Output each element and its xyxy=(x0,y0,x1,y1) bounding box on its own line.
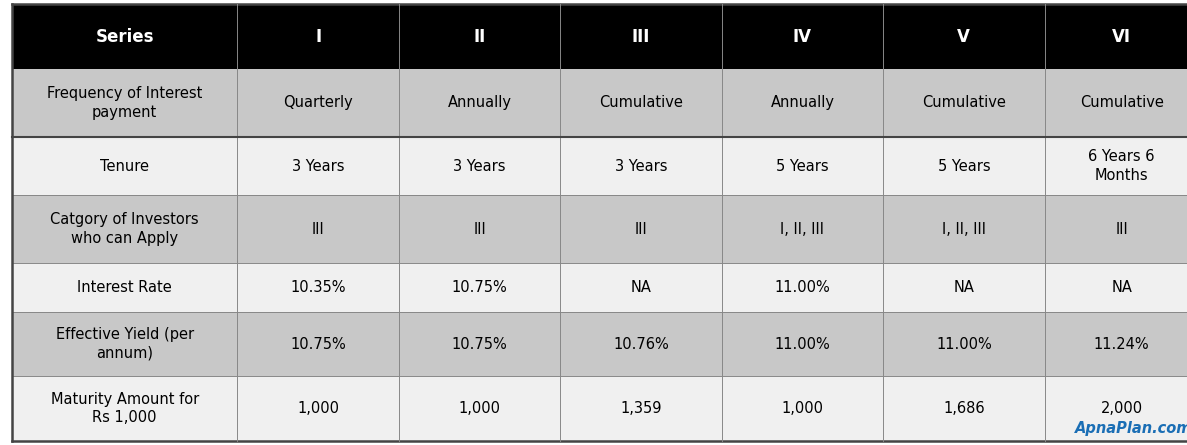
Bar xyxy=(399,312,560,376)
Text: V: V xyxy=(958,28,970,46)
Bar xyxy=(399,4,560,69)
Bar xyxy=(237,312,399,376)
Text: 1,000: 1,000 xyxy=(297,401,339,416)
Bar xyxy=(399,69,560,137)
Text: 1,686: 1,686 xyxy=(942,401,985,416)
Text: III: III xyxy=(312,222,324,237)
Text: 5 Years: 5 Years xyxy=(776,158,829,174)
Text: Cumulative: Cumulative xyxy=(922,95,1005,110)
Text: 11.00%: 11.00% xyxy=(937,337,991,352)
Bar xyxy=(399,137,560,195)
Text: III: III xyxy=(631,28,650,46)
Text: 11.00%: 11.00% xyxy=(775,280,830,295)
Bar xyxy=(883,137,1045,195)
Text: Annually: Annually xyxy=(447,95,512,110)
Bar xyxy=(12,312,237,376)
Bar xyxy=(399,195,560,263)
Text: Frequency of Interest
payment: Frequency of Interest payment xyxy=(47,86,202,120)
Bar xyxy=(722,69,883,137)
Text: 10.76%: 10.76% xyxy=(614,337,668,352)
Bar xyxy=(1045,376,1187,441)
Text: Cumulative: Cumulative xyxy=(599,95,683,110)
Text: Interest Rate: Interest Rate xyxy=(77,280,172,295)
Bar xyxy=(560,376,722,441)
Bar xyxy=(1045,312,1187,376)
Text: 3 Years: 3 Years xyxy=(292,158,344,174)
Text: Series: Series xyxy=(95,28,154,46)
Bar xyxy=(12,263,237,312)
Bar xyxy=(883,4,1045,69)
Bar xyxy=(883,312,1045,376)
Text: 1,000: 1,000 xyxy=(781,401,824,416)
Bar xyxy=(1045,4,1187,69)
Text: I, II, III: I, II, III xyxy=(941,222,986,237)
Text: III: III xyxy=(474,222,485,237)
Text: Tenure: Tenure xyxy=(100,158,150,174)
Bar xyxy=(883,195,1045,263)
Text: 10.75%: 10.75% xyxy=(291,337,345,352)
Text: II: II xyxy=(474,28,485,46)
Bar xyxy=(1045,195,1187,263)
Text: VI: VI xyxy=(1112,28,1131,46)
Bar xyxy=(1045,69,1187,137)
Bar xyxy=(560,312,722,376)
Bar xyxy=(237,4,399,69)
Bar xyxy=(722,376,883,441)
Bar xyxy=(399,263,560,312)
Text: 1,000: 1,000 xyxy=(458,401,501,416)
Bar xyxy=(1045,263,1187,312)
Bar xyxy=(560,137,722,195)
Bar xyxy=(399,376,560,441)
Bar xyxy=(722,263,883,312)
Text: I: I xyxy=(315,28,322,46)
Bar xyxy=(12,376,237,441)
Bar xyxy=(12,195,237,263)
Text: Cumulative: Cumulative xyxy=(1080,95,1163,110)
Bar xyxy=(560,263,722,312)
Bar xyxy=(12,4,237,69)
Bar xyxy=(883,69,1045,137)
Text: 6 Years 6
Months: 6 Years 6 Months xyxy=(1088,149,1155,183)
Bar xyxy=(560,69,722,137)
Text: 3 Years: 3 Years xyxy=(453,158,506,174)
Text: ApnaPlan.com: ApnaPlan.com xyxy=(1075,421,1187,436)
Bar xyxy=(1045,137,1187,195)
Text: III: III xyxy=(1116,222,1128,237)
Text: Maturity Amount for
Rs 1,000: Maturity Amount for Rs 1,000 xyxy=(51,392,198,425)
Text: Annually: Annually xyxy=(770,95,834,110)
Bar xyxy=(237,195,399,263)
Bar xyxy=(722,137,883,195)
Text: 1,359: 1,359 xyxy=(621,401,661,416)
Text: 11.00%: 11.00% xyxy=(775,337,830,352)
Text: Quarterly: Quarterly xyxy=(284,95,353,110)
Bar xyxy=(722,4,883,69)
Bar xyxy=(883,263,1045,312)
Bar xyxy=(12,69,237,137)
Text: III: III xyxy=(635,222,647,237)
Bar xyxy=(237,137,399,195)
Bar xyxy=(237,69,399,137)
Bar xyxy=(237,376,399,441)
Text: Catgory of Investors
who can Apply: Catgory of Investors who can Apply xyxy=(50,212,199,246)
Text: 10.35%: 10.35% xyxy=(291,280,345,295)
Text: 3 Years: 3 Years xyxy=(615,158,667,174)
Bar xyxy=(722,195,883,263)
Text: 2,000: 2,000 xyxy=(1100,401,1143,416)
Text: 5 Years: 5 Years xyxy=(938,158,990,174)
Bar xyxy=(883,376,1045,441)
Bar xyxy=(12,137,237,195)
Text: NA: NA xyxy=(953,280,975,295)
Text: 10.75%: 10.75% xyxy=(452,280,507,295)
Text: IV: IV xyxy=(793,28,812,46)
Text: Effective Yield (per
annum): Effective Yield (per annum) xyxy=(56,328,193,361)
Text: NA: NA xyxy=(1111,280,1132,295)
Bar xyxy=(560,195,722,263)
Text: 10.75%: 10.75% xyxy=(452,337,507,352)
Text: I, II, III: I, II, III xyxy=(780,222,825,237)
Text: NA: NA xyxy=(630,280,652,295)
Bar xyxy=(560,4,722,69)
Bar xyxy=(722,312,883,376)
Bar xyxy=(237,263,399,312)
Text: 11.24%: 11.24% xyxy=(1094,337,1149,352)
